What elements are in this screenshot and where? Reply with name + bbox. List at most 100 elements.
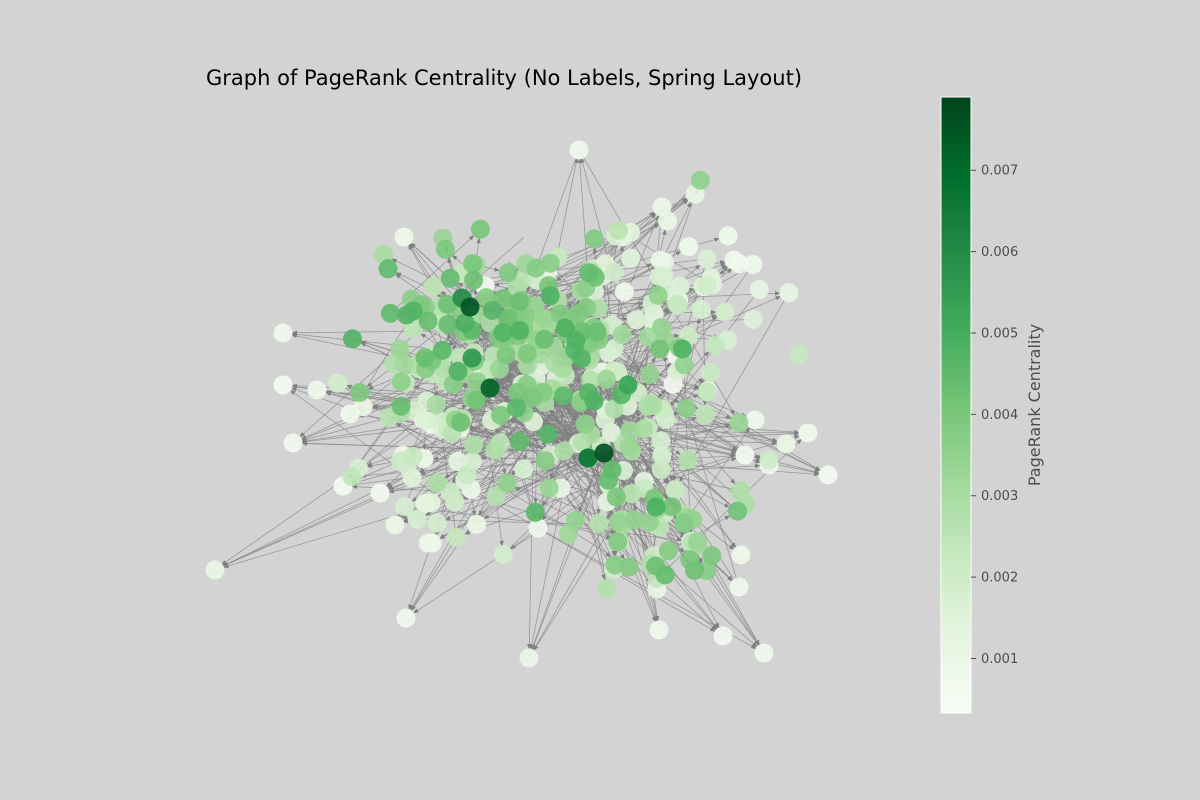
- graph-node: [394, 497, 414, 516]
- graph-node: [427, 513, 447, 533]
- graph-node: [695, 404, 715, 424]
- graph-node: [640, 512, 659, 532]
- graph-node: [624, 510, 644, 530]
- graph-node: [480, 378, 500, 398]
- graph-node: [651, 460, 671, 480]
- graph-node: [679, 237, 699, 257]
- graph-node: [427, 473, 447, 493]
- graph-node: [403, 446, 423, 466]
- graph-node: [467, 514, 487, 534]
- graph-node: [584, 391, 604, 411]
- edge: [291, 330, 458, 336]
- graph-node: [743, 255, 763, 274]
- graph-node: [418, 311, 438, 331]
- graph-node: [534, 329, 554, 349]
- graph-node: [690, 170, 710, 190]
- graph-node: [497, 473, 517, 493]
- graph-node: [685, 560, 704, 580]
- graph-node: [448, 452, 468, 471]
- graph-node: [674, 355, 694, 375]
- graph-node: [523, 388, 543, 408]
- graph-node: [506, 398, 526, 418]
- graph-node: [572, 349, 591, 369]
- graph-node: [418, 533, 438, 553]
- graph-node: [818, 465, 838, 485]
- graph-node: [328, 373, 348, 393]
- graph-node: [697, 275, 717, 295]
- edge: [683, 426, 751, 524]
- graph-node: [424, 276, 443, 296]
- graph-node: [466, 390, 486, 410]
- colorbar-ticks: 0.001 0.002 0.003 0.004 0.005 0.006 0.007: [971, 164, 1018, 667]
- graph-node: [350, 383, 370, 402]
- graph-node: [397, 305, 417, 325]
- colorbar-tick-label: 0.007: [981, 164, 1018, 179]
- graph-node: [528, 518, 548, 538]
- graph-node: [540, 286, 560, 306]
- graph-node: [754, 643, 774, 663]
- edge: [679, 292, 790, 483]
- graph-node: [555, 318, 575, 338]
- graph-node: [553, 386, 573, 406]
- graph-node: [457, 465, 477, 485]
- edge: [439, 437, 603, 539]
- graph-node: [621, 248, 640, 268]
- graph-node: [554, 441, 574, 461]
- graph-node: [438, 314, 458, 334]
- graph-node: [385, 515, 405, 535]
- graph-node: [566, 331, 586, 351]
- graph-node: [612, 325, 632, 345]
- graph-node: [451, 412, 471, 432]
- graph-node: [596, 369, 616, 389]
- graph-node: [462, 348, 482, 368]
- graph-node: [638, 327, 658, 347]
- graph-node: [655, 565, 675, 585]
- graph-node: [651, 431, 671, 451]
- graph-node: [604, 339, 624, 359]
- graph-node: [589, 513, 609, 533]
- graph-node: [614, 282, 634, 302]
- graph-node: [491, 405, 511, 425]
- graph-node: [539, 478, 559, 498]
- graph-node: [604, 399, 624, 419]
- graph-node: [578, 448, 598, 468]
- graph-node: [619, 436, 639, 456]
- graph-node: [688, 532, 708, 552]
- graph-node: [731, 545, 751, 565]
- graph-node: [273, 323, 293, 343]
- graph-node: [510, 432, 530, 452]
- graph-node: [691, 300, 711, 319]
- graph-node: [648, 285, 668, 305]
- colorbar-label: PageRank Centrality: [1025, 324, 1044, 486]
- graph-node: [729, 413, 749, 433]
- graph-node: [735, 445, 755, 465]
- edge: [470, 488, 716, 632]
- graph-node: [205, 560, 225, 580]
- graph-node: [621, 484, 641, 504]
- colorbar-tick-label: 0.003: [981, 489, 1018, 504]
- graph-node: [510, 321, 530, 340]
- graph-node: [652, 317, 671, 337]
- graph-node: [432, 340, 452, 360]
- graph-node: [729, 577, 749, 597]
- graph-node: [437, 294, 457, 314]
- graph-node: [658, 211, 677, 231]
- graph-node: [620, 421, 640, 441]
- nodes-layer: [205, 140, 838, 668]
- graph-node: [705, 335, 725, 355]
- graph-node: [627, 310, 646, 330]
- graph-node: [715, 302, 735, 322]
- graph-node: [463, 254, 483, 274]
- graph-node: [370, 483, 390, 503]
- graph-node: [342, 329, 362, 349]
- graph-node: [575, 414, 595, 434]
- graph-node: [676, 398, 696, 418]
- graph-node: [493, 323, 513, 342]
- graph-node: [643, 396, 663, 415]
- graph-node: [396, 608, 416, 628]
- graph-node: [608, 220, 628, 240]
- graph-node: [415, 348, 435, 368]
- graph-node: [558, 524, 578, 544]
